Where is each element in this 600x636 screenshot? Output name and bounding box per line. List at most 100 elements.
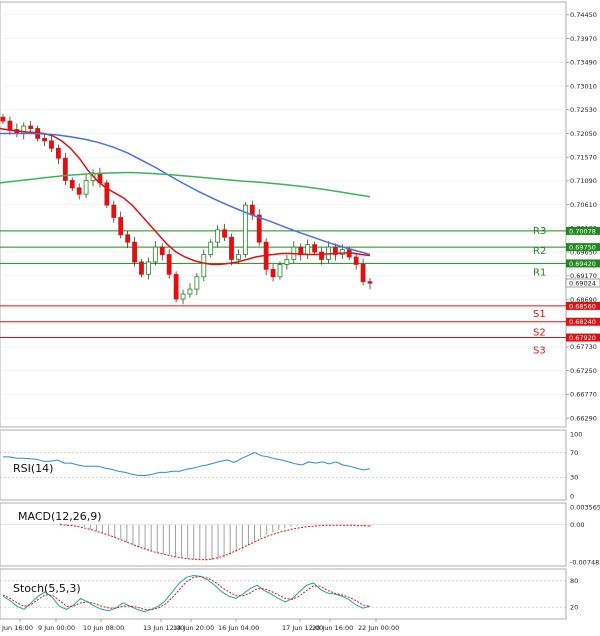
x-axis-tick-label: 17 Jun 12:00 <box>282 624 323 632</box>
candle-bull <box>284 259 290 265</box>
candle-bull <box>339 249 345 255</box>
x-axis-tick-label: 20 Jun 16:00 <box>312 624 353 632</box>
candle-bull <box>277 264 283 278</box>
candle-bull <box>305 244 311 255</box>
level-price-tag-s3: 0.67920 <box>569 334 596 342</box>
level-label-s2: S2 <box>533 328 546 339</box>
candle-bear <box>256 214 262 243</box>
price-axis-tick-label: 0.73490 <box>570 59 597 67</box>
x-axis-tick-label: 22 Jun 00:00 <box>358 624 399 632</box>
price-axis-tick-label: 0.67250 <box>570 367 597 375</box>
price-axis-tick-label: 0.68690 <box>570 296 597 304</box>
level-label-r3: R3 <box>533 226 546 237</box>
stoch-axis-tick-label: 20 <box>570 604 578 612</box>
x-axis-tick-label: 13 Jun 12:00 <box>143 624 184 632</box>
candle-bear <box>42 137 47 142</box>
candle-bear <box>166 254 172 275</box>
price-axis-tick-label: 0.67730 <box>570 343 597 351</box>
rsi-line <box>3 452 371 476</box>
macd-axis-tick-label: 0.00 <box>570 521 584 529</box>
price-axis-tick-label: 0.73970 <box>570 35 597 43</box>
price-axis-tick-label: 0.70610 <box>570 201 597 209</box>
last-price-tag: 0.69024 <box>569 279 596 287</box>
rsi-label: RSI(14) <box>13 462 53 475</box>
candle-bear <box>332 246 338 255</box>
level-price-tag-bg <box>566 259 600 268</box>
candle-bear <box>111 204 117 218</box>
price-axis-tick-label: 0.73010 <box>570 82 597 90</box>
stoch-label: Stoch(5,5,3) <box>13 582 81 595</box>
candle-bull <box>201 254 207 278</box>
macd-axis-tick-label: -0.007482 <box>570 558 600 566</box>
level-price-tag-r3: 0.70078 <box>569 227 596 235</box>
candle-bull <box>146 261 151 275</box>
level-label-s3: S3 <box>533 346 546 357</box>
candle-bull <box>194 276 200 290</box>
price-axis-tick-label: 0.69650 <box>570 248 597 256</box>
level-price-tag-bg <box>566 226 600 235</box>
macd-axis-tick-label: 0.003565 <box>570 503 600 511</box>
x-axis-tick-label: 9 Jun 00:00 <box>38 624 75 632</box>
price-axis-tick-label: 0.71090 <box>570 177 597 185</box>
sma-medium-line <box>0 132 371 256</box>
candle-bear <box>76 187 82 195</box>
candle-bull <box>187 288 193 295</box>
level-price-tag-bg <box>566 333 600 342</box>
level-label-r2: R2 <box>533 246 546 257</box>
candle-bear <box>7 120 13 130</box>
rsi-axis-tick-label: 0 <box>570 492 574 500</box>
candle-bull <box>215 229 221 243</box>
candle-bear <box>125 234 131 243</box>
candle-bull <box>242 204 248 255</box>
candle-bear <box>69 180 75 189</box>
candle-bear <box>159 246 165 255</box>
candle-bear <box>312 244 318 253</box>
candle-bear <box>55 147 61 159</box>
candle-bear <box>353 256 359 265</box>
x-axis-tick-label: Jun 16:00 <box>1 624 33 632</box>
candle-bull <box>208 241 214 255</box>
stoch-d-line <box>2 575 371 611</box>
macd-panel-frame <box>0 502 567 567</box>
level-price-tag-s2: 0.68240 <box>569 318 596 326</box>
stoch-k-line <box>2 574 371 613</box>
candle-bear <box>360 264 366 283</box>
price-axis-tick-label: 0.72050 <box>570 130 597 138</box>
level-label-s1: S1 <box>533 309 546 320</box>
level-price-tag-r1: 0.69420 <box>569 260 596 268</box>
candle-bear <box>62 157 68 181</box>
rsi-axis-tick-label: 30 <box>570 474 578 482</box>
price-axis-tick-label: 0.69170 <box>570 272 597 280</box>
candle-bull <box>180 293 186 300</box>
candle-bear <box>139 261 144 275</box>
candle-bull <box>236 254 241 260</box>
candle-bear <box>118 217 124 236</box>
last-price-tag-bg <box>565 278 600 288</box>
sma-slow-line <box>0 171 371 198</box>
x-axis-tick-label: 10 Jun 08:00 <box>83 624 124 632</box>
price-axis-tick-label: 0.74450 <box>570 11 597 19</box>
candle-bear <box>104 182 110 206</box>
candle-bear <box>249 204 255 216</box>
rsi-panel-frame <box>0 429 567 501</box>
x-axis-tick-label: 16 Jun 04:00 <box>218 624 259 632</box>
x-axis-tick-label: 14 Jun 20:00 <box>173 624 214 632</box>
price-axis-tick-label: 0.72530 <box>570 106 597 114</box>
level-price-tag-s1: 0.68560 <box>569 302 596 310</box>
stoch-panel-frame <box>0 568 567 620</box>
candle-bear <box>270 268 276 278</box>
macd-signal-line <box>59 524 371 561</box>
level-label-r1: R1 <box>533 267 546 278</box>
candle-bear <box>28 125 34 129</box>
candle-bear <box>173 273 179 300</box>
candle-bear <box>0 116 6 122</box>
candle-bear <box>132 241 137 263</box>
price-axis-tick-label: 0.71570 <box>570 153 597 161</box>
candle-bull <box>152 246 158 263</box>
candle-bear <box>49 140 54 149</box>
candle-bear <box>319 251 324 260</box>
rsi-axis-tick-label: 100 <box>570 430 582 438</box>
candle-bear <box>229 236 234 260</box>
level-price-tag-bg <box>566 243 600 252</box>
